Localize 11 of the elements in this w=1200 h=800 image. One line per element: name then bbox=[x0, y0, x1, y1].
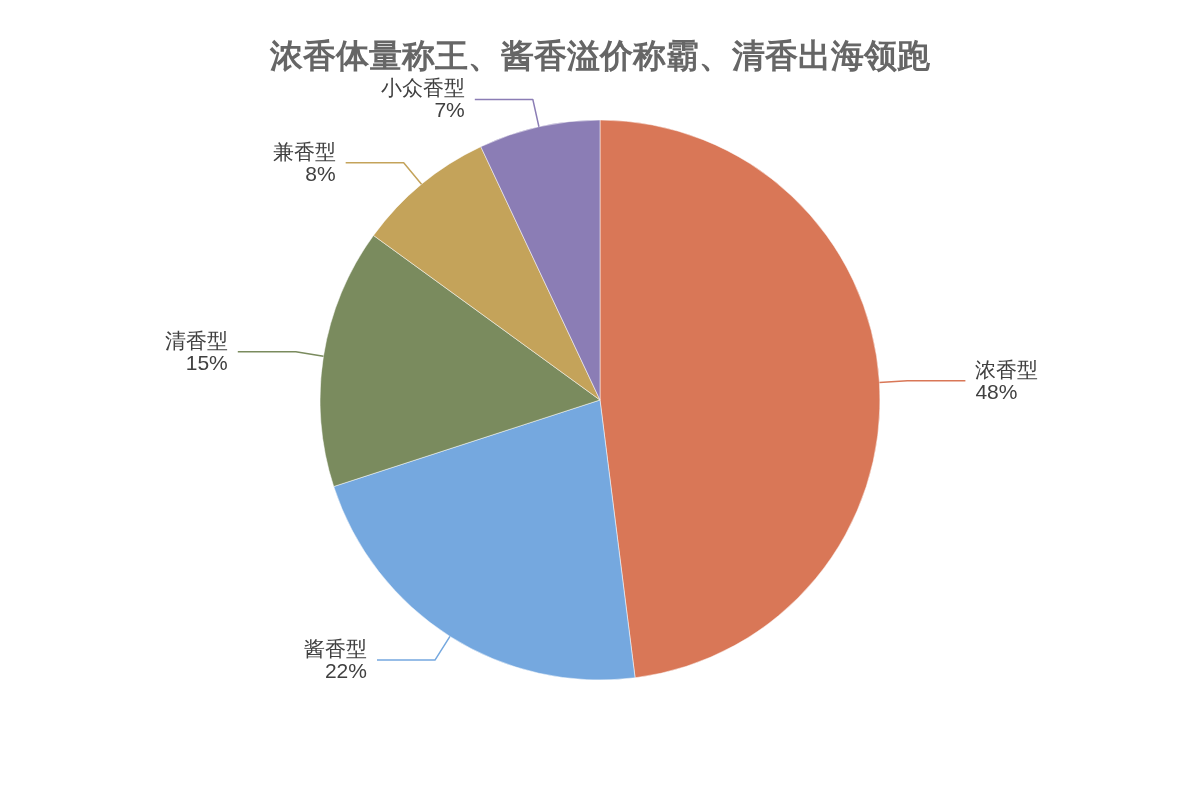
data-label: 7% bbox=[434, 98, 465, 122]
slice-label: 浓香型 bbox=[975, 357, 1039, 381]
slice-label: 酱香型 bbox=[303, 637, 367, 661]
slice-label: 兼香型 bbox=[272, 139, 336, 163]
data-label: 15% bbox=[185, 350, 228, 374]
data-label: 48% bbox=[975, 379, 1018, 403]
slice-label: 小众香型 bbox=[380, 76, 465, 100]
data-label: 8% bbox=[305, 161, 336, 185]
data-label: 22% bbox=[324, 659, 367, 683]
chart-title: 浓香体量称王、酱香溢价称霸、清香出海领跑 bbox=[269, 37, 931, 74]
slice-label: 清香型 bbox=[164, 328, 228, 352]
